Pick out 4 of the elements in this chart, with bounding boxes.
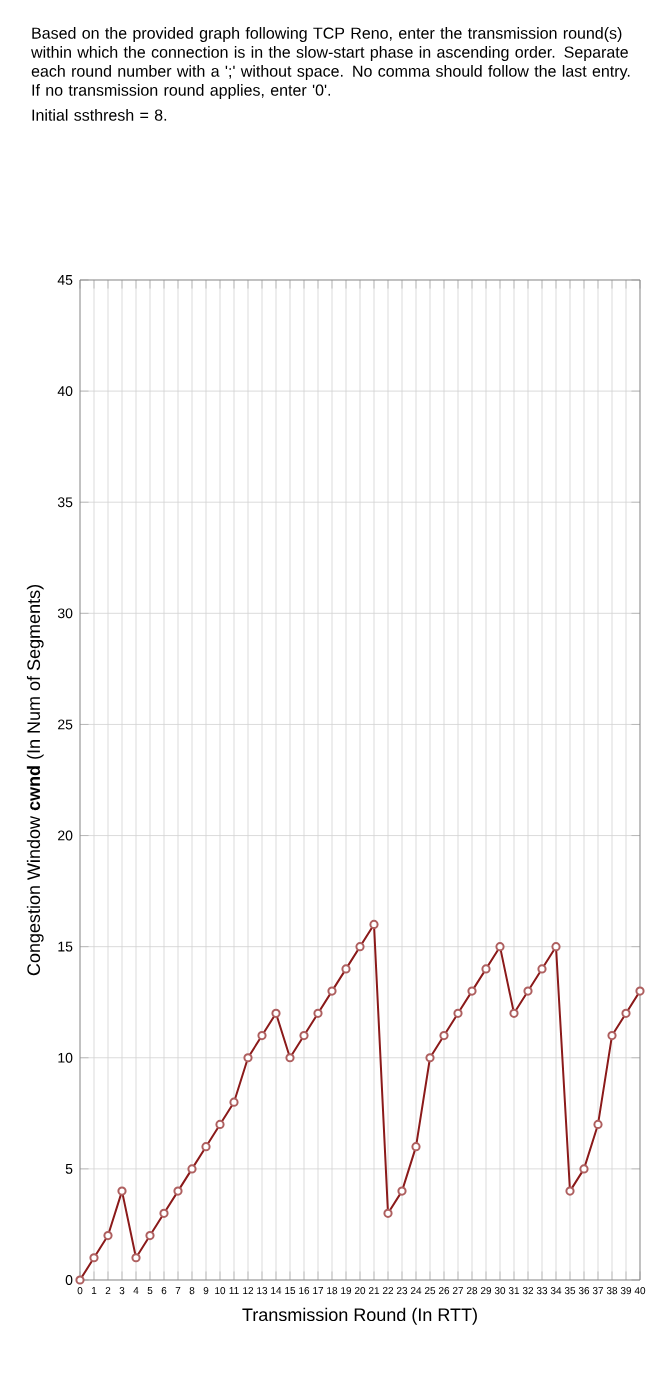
- text: Based on the provided graph following TCP Reno, enter the transmission round(s) within which the connection is in the slow-start phase in ascending order. Separate each round number with a ';' without space. No comma should follow the last entry. If no transmission round applies, enter '0'.: [31, 27, 630, 99]
- x-axis-title: Transmission Round (In RTT): [242, 1307, 477, 1325]
- y-axis-title: Congestion Window cwnd (In Num of Segments): [26, 585, 44, 976]
- text: Initial ssthresh = 8.: [32, 109, 167, 121]
